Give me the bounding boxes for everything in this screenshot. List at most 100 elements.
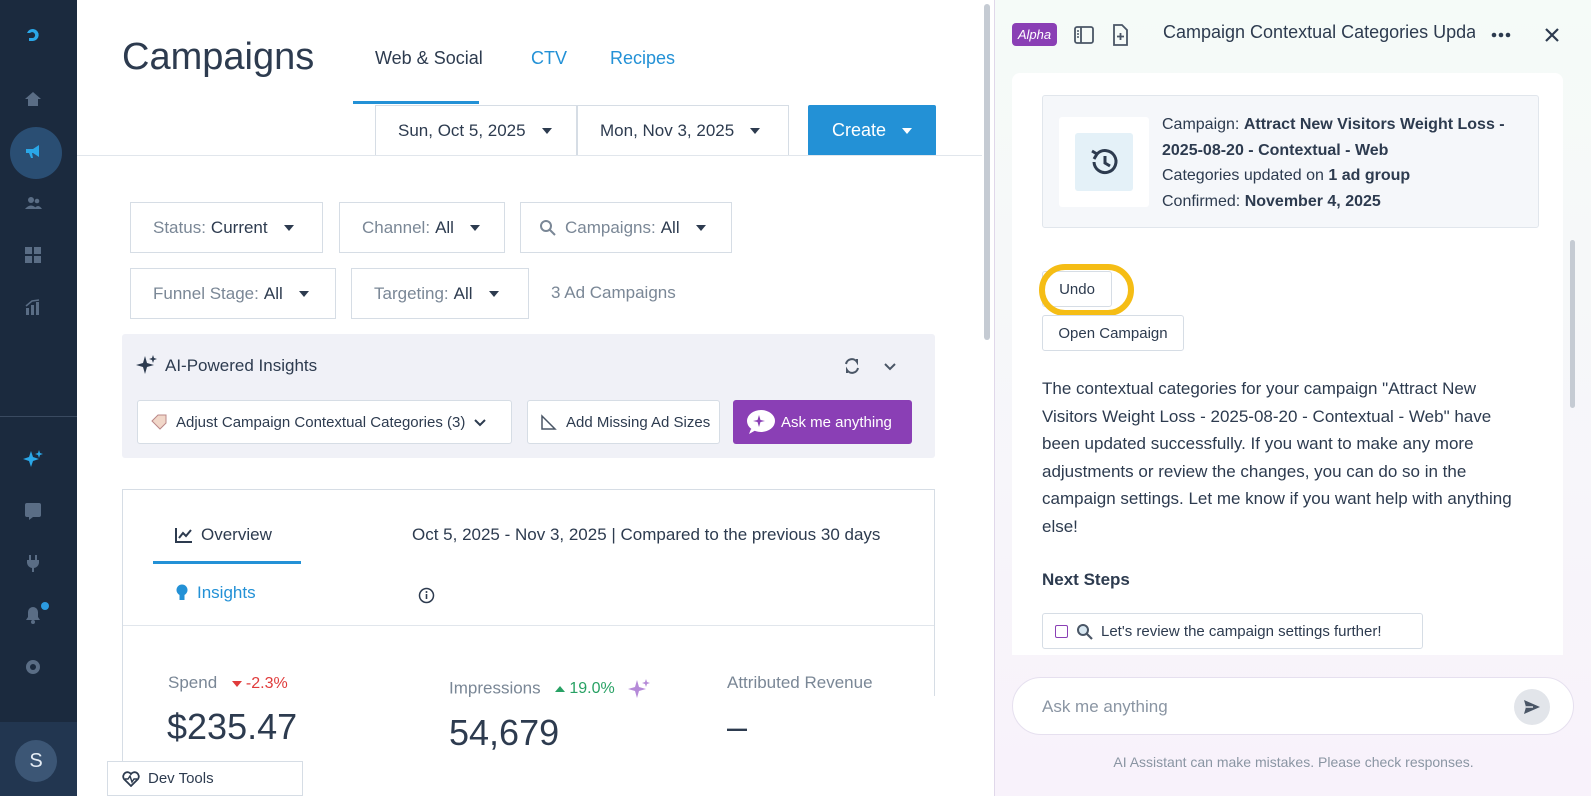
megaphone-icon[interactable] <box>22 140 44 162</box>
assistant-header: Alpha Campaign Contextual Categories Upd… <box>995 0 1591 68</box>
next-step-label: Let's review the campaign settings furth… <box>1101 622 1382 640</box>
home-icon[interactable] <box>22 88 44 110</box>
channel-filter[interactable]: Channel: All <box>339 202 505 253</box>
create-label: Create <box>831 120 887 140</box>
card-divider <box>123 625 934 626</box>
funnel-stage-filter[interactable]: Funnel Stage: All <box>130 268 336 319</box>
chat-sparkle-icon <box>747 410 775 434</box>
campaign-line: Campaign: Attract New Visitors Weight Lo… <box>1162 112 1512 163</box>
lightbulb-icon <box>176 584 188 600</box>
campaign-count: 3 Ad Campaigns <box>551 283 676 302</box>
insight-chip-label: Add Missing Ad Sizes <box>566 413 711 431</box>
triangle-up-icon <box>555 686 566 693</box>
bell-icon[interactable] <box>22 604 44 626</box>
plug-icon[interactable] <box>22 552 44 574</box>
history-icon-bg <box>1075 133 1133 191</box>
next-step-chip[interactable]: Let's review the campaign settings furth… <box>1042 613 1423 649</box>
confirmed-line: Confirmed: November 4, 2025 <box>1162 189 1512 215</box>
sidebar-divider <box>0 416 77 417</box>
ask-me-anything-label: Ask me anything <box>781 413 892 431</box>
status-filter[interactable]: Status: Current <box>130 202 323 253</box>
confirmation-text: Campaign: Attract New Visitors Weight Lo… <box>1162 112 1512 214</box>
tab-web-social[interactable]: Web & Social <box>375 48 483 68</box>
audience-icon[interactable] <box>22 192 44 214</box>
refresh-icon[interactable] <box>842 356 862 376</box>
magnifier-icon <box>1077 623 1093 640</box>
updated-line: Categories updated on 1 ad group <box>1162 163 1512 189</box>
start-date-value: Sun, Oct 5, 2025 <box>398 120 526 140</box>
updated-label: Categories updated on <box>1162 167 1324 184</box>
overlay-patch <box>883 696 979 796</box>
insight-chip-contextual[interactable]: Adjust Campaign Contextual Categories (3… <box>137 400 512 444</box>
start-date-picker[interactable]: Sun, Oct 5, 2025 <box>375 105 577 156</box>
assistant-title: Campaign Contextual Categories Update <box>1163 22 1475 42</box>
close-icon[interactable] <box>1540 23 1564 47</box>
chevron-down-icon <box>298 290 309 297</box>
dev-tools-button[interactable]: Dev Tools <box>107 761 303 796</box>
impressions-metric-label: Impressions 19.0% <box>449 677 651 701</box>
date-range-text: Oct 5, 2025 - Nov 3, 2025 | Compared to … <box>412 505 892 625</box>
spend-label: Spend <box>168 673 218 692</box>
active-tab-underline <box>353 101 479 104</box>
date-range-label: Oct 5, 2025 - Nov 3, 2025 | Compared to … <box>412 525 881 544</box>
avatar[interactable]: S <box>15 740 57 782</box>
sparkle-icon[interactable] <box>22 448 44 470</box>
logo-icon[interactable] <box>22 24 44 46</box>
help-icon[interactable] <box>22 500 44 522</box>
targeting-filter[interactable]: Targeting: All <box>351 268 529 319</box>
campaign-label: Campaign: <box>1162 116 1240 133</box>
tab-overview[interactable]: Overview <box>175 525 272 545</box>
info-icon[interactable] <box>418 587 435 604</box>
main-scrollbar[interactable] <box>984 4 990 340</box>
tab-recipes[interactable]: Recipes <box>610 48 676 68</box>
confirmation-card: Campaign: Attract New Visitors Weight Lo… <box>1042 95 1539 228</box>
impressions-delta: 19.0% <box>555 680 615 698</box>
end-date-value: Mon, Nov 3, 2025 <box>600 120 735 140</box>
campaigns-filter[interactable]: Campaigns: All <box>520 202 732 253</box>
history-icon-box <box>1059 117 1149 207</box>
insight-chip-ad-sizes[interactable]: Add Missing Ad Sizes <box>527 400 720 444</box>
checkbox-icon <box>1055 624 1068 638</box>
send-button[interactable] <box>1514 689 1550 725</box>
sparkle-icon <box>136 355 157 374</box>
dev-tools-label: Dev Tools <box>148 770 214 787</box>
chevron-down-icon <box>283 224 294 231</box>
impressions-delta-value: 19.0% <box>569 680 615 698</box>
end-date-picker[interactable]: Mon, Nov 3, 2025 <box>577 105 789 156</box>
chevron-down-icon <box>474 419 487 427</box>
triangle-down-icon <box>231 680 242 687</box>
status-filter-value: Current <box>210 217 268 237</box>
chevron-down-icon[interactable] <box>880 356 900 376</box>
sparkle-icon <box>628 679 651 698</box>
assistant-panel: Alpha Campaign Contextual Categories Upd… <box>994 0 1591 796</box>
sidebar-toggle-icon[interactable] <box>1072 23 1096 47</box>
updated-value: 1 ad group <box>1328 167 1411 184</box>
chevron-down-icon <box>902 127 913 134</box>
open-campaign-button[interactable]: Open Campaign <box>1042 315 1184 351</box>
next-steps-title: Next Steps <box>1042 570 1130 589</box>
grid-icon[interactable] <box>22 244 44 266</box>
chevron-down-icon <box>541 127 552 134</box>
page-title: Campaigns <box>122 36 315 78</box>
tab-insights[interactable]: Insights <box>175 583 256 603</box>
campaign-name: Attract New Visitors Weight Loss - 2025-… <box>1162 116 1505 159</box>
active-tab-underline <box>153 561 301 564</box>
history-icon <box>1091 149 1118 175</box>
ask-me-anything-button[interactable]: Ask me anything <box>733 400 912 444</box>
insights-title: AI-Powered Insights <box>165 356 318 375</box>
spend-delta-value: -2.3% <box>245 675 288 692</box>
campaigns-filter-label: Campaigns: <box>565 217 656 237</box>
create-button[interactable]: Create <box>808 105 936 156</box>
new-document-icon[interactable] <box>1108 23 1132 47</box>
gear-icon[interactable] <box>22 656 44 678</box>
tab-ctv[interactable]: CTV <box>531 48 567 68</box>
heart-pulse-icon <box>122 770 140 787</box>
ai-insights-panel: AI-Powered Insights Adjust Campaign Cont… <box>122 334 935 458</box>
assistant-scrollbar[interactable] <box>1570 240 1575 408</box>
chart-icon[interactable] <box>22 296 44 318</box>
more-options-icon[interactable] <box>1489 23 1513 47</box>
alpha-badge: Alpha <box>1012 23 1057 46</box>
chevron-down-icon <box>488 290 499 297</box>
confirmed-label: Confirmed: <box>1162 192 1241 210</box>
chat-input[interactable] <box>1042 695 1502 719</box>
